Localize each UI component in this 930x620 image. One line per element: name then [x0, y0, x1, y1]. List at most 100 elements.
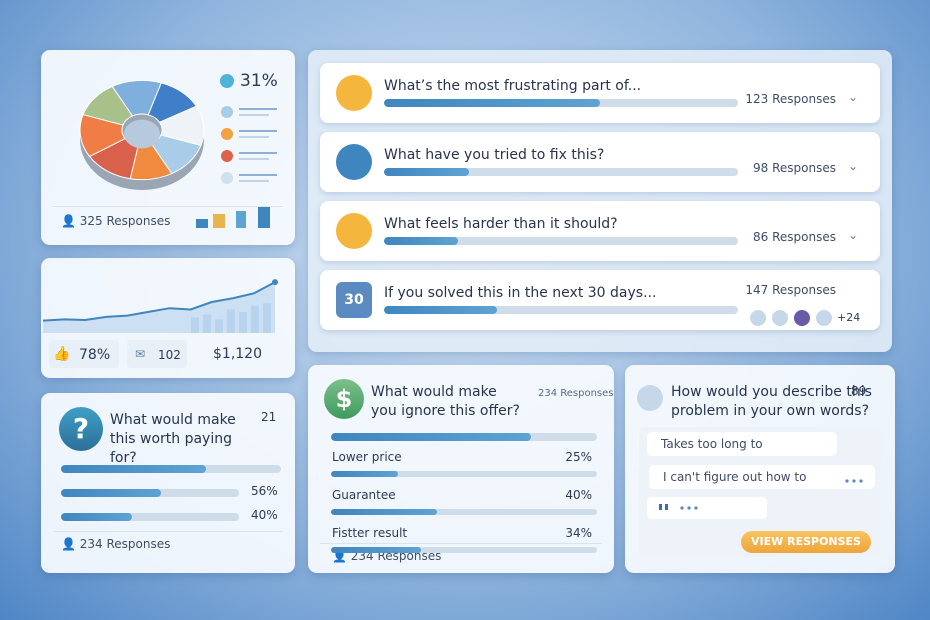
- question: What would make you ignore this offer?: [371, 384, 520, 419]
- progress-track: [61, 465, 281, 473]
- question-icon: [336, 75, 372, 111]
- option-value: 34%: [565, 526, 592, 540]
- pie-chart: [79, 74, 277, 190]
- trend-end: [272, 279, 278, 286]
- legend-dot: [221, 172, 233, 184]
- dots: [659, 479, 863, 510]
- chevron[interactable]: ⌄: [847, 228, 858, 242]
- avatar: [794, 310, 810, 326]
- question-row: 30 If you solved this in the next 30 days…: [320, 270, 880, 330]
- footer-icons: [196, 207, 270, 228]
- mail-icon: ✉: [135, 347, 146, 361]
- progress-track: [331, 433, 597, 441]
- progress-track: [331, 471, 597, 477]
- question-title: If you solved this in the next 30 days..…: [384, 285, 657, 301]
- highlight-dot: [220, 74, 234, 88]
- pie-hole: [124, 119, 160, 149]
- offer-card: $ What would make you ignore this offer?…: [308, 365, 614, 573]
- question-row: What have you tried to fix this? 98 Respo…: [320, 132, 880, 192]
- question-icon: [336, 213, 372, 249]
- progress-fill: [384, 306, 498, 314]
- question-title: What’s the most frustrating part of...: [384, 78, 642, 94]
- question-row: What feels harder than it should? 86 Resp…: [320, 201, 880, 261]
- legend-dot: [221, 128, 233, 140]
- thumb-icon: 👍: [53, 346, 71, 362]
- answer-bubble: [649, 465, 875, 489]
- trend-card: 👍 78% ✉ 102 $1,120: [41, 258, 295, 378]
- questions-panel: What’s the most frustrating part of... 12…: [308, 50, 892, 352]
- avatar: [637, 385, 663, 411]
- responses: 147 Responses: [745, 283, 836, 297]
- divider: [53, 531, 283, 532]
- question-icon: ?: [59, 407, 103, 451]
- question-icon: 30: [336, 282, 372, 318]
- progress-track: [384, 237, 738, 245]
- view-responses-button[interactable]: VIEW RESPONSES: [741, 531, 871, 553]
- progress-track: [384, 306, 738, 314]
- progress-fill: [331, 471, 398, 477]
- progress-track: [61, 489, 239, 497]
- progress-track: [331, 509, 597, 515]
- stat-box: [127, 340, 187, 368]
- stat-box: [49, 340, 119, 368]
- question: What would make this worth paying for?: [110, 412, 236, 466]
- progress-track: [61, 513, 239, 521]
- stat-value: 78%: [79, 347, 111, 363]
- responses-text: 234 Responses: [79, 537, 171, 551]
- legend-dot: [221, 150, 233, 162]
- highlight-value: 31%: [240, 71, 278, 91]
- answer: Takes too long to: [661, 437, 763, 451]
- extra-count: +24: [837, 311, 861, 324]
- responses: 123 Responses: [745, 92, 836, 106]
- bar-label: 40%: [251, 508, 278, 522]
- progress-fill: [331, 433, 531, 441]
- progress-track: [331, 547, 597, 553]
- answer-bubble: [647, 497, 767, 519]
- avatar: [772, 310, 788, 326]
- question-icon: [336, 144, 372, 180]
- progress-fill: [61, 489, 161, 497]
- option-label: Fistter result: [332, 526, 408, 540]
- progress-track: [384, 168, 738, 176]
- progress-track: [384, 99, 738, 107]
- option-label: Lower price: [332, 450, 402, 464]
- progress-fill: [61, 513, 133, 521]
- option-value: 25%: [565, 450, 592, 464]
- legend-dot: [221, 106, 233, 118]
- trend-line: [42, 281, 276, 322]
- trend-chart: [42, 279, 278, 333]
- bar-label: 56%: [251, 484, 278, 498]
- chevron[interactable]: ⌄: [847, 90, 858, 104]
- answer: I can't figure out how to: [663, 470, 807, 484]
- progress-fill: [384, 237, 459, 245]
- progress-fill: [384, 99, 600, 107]
- progress-fill: [331, 509, 438, 515]
- question: How would you describe this problem in y…: [671, 384, 872, 419]
- avatar: [750, 310, 766, 326]
- responses-count: 👤 325 Responses: [61, 214, 171, 228]
- chevron[interactable]: ⌄: [847, 159, 858, 173]
- stat-value: $1,120: [213, 346, 262, 362]
- badge: 89: [851, 384, 867, 398]
- worth-card: ? What would make this worth paying for?…: [41, 393, 295, 573]
- question-title: What have you tried to fix this?: [384, 147, 605, 163]
- question-title: What feels harder than it should?: [384, 216, 618, 232]
- responses: 98 Responses: [753, 161, 836, 175]
- answer-bubble: [647, 432, 837, 456]
- responses: 86 Responses: [753, 230, 836, 244]
- question-row: What’s the most frustrating part of... 12…: [320, 63, 880, 123]
- divider: [320, 543, 602, 544]
- option-value: 40%: [565, 488, 592, 502]
- option-label: Guarantee: [332, 488, 396, 502]
- progress-fill: [384, 168, 469, 176]
- describe-card: How would you describe this problem in y…: [625, 365, 895, 573]
- dollar-icon: $: [324, 379, 364, 419]
- trend-area: [43, 282, 275, 333]
- responses-text: 325 Responses: [79, 214, 171, 228]
- pie-slice: [82, 85, 134, 126]
- avatar: [816, 310, 832, 326]
- stat-value: 102: [158, 348, 181, 362]
- badge: 21: [261, 410, 277, 424]
- progress-fill: [61, 465, 207, 473]
